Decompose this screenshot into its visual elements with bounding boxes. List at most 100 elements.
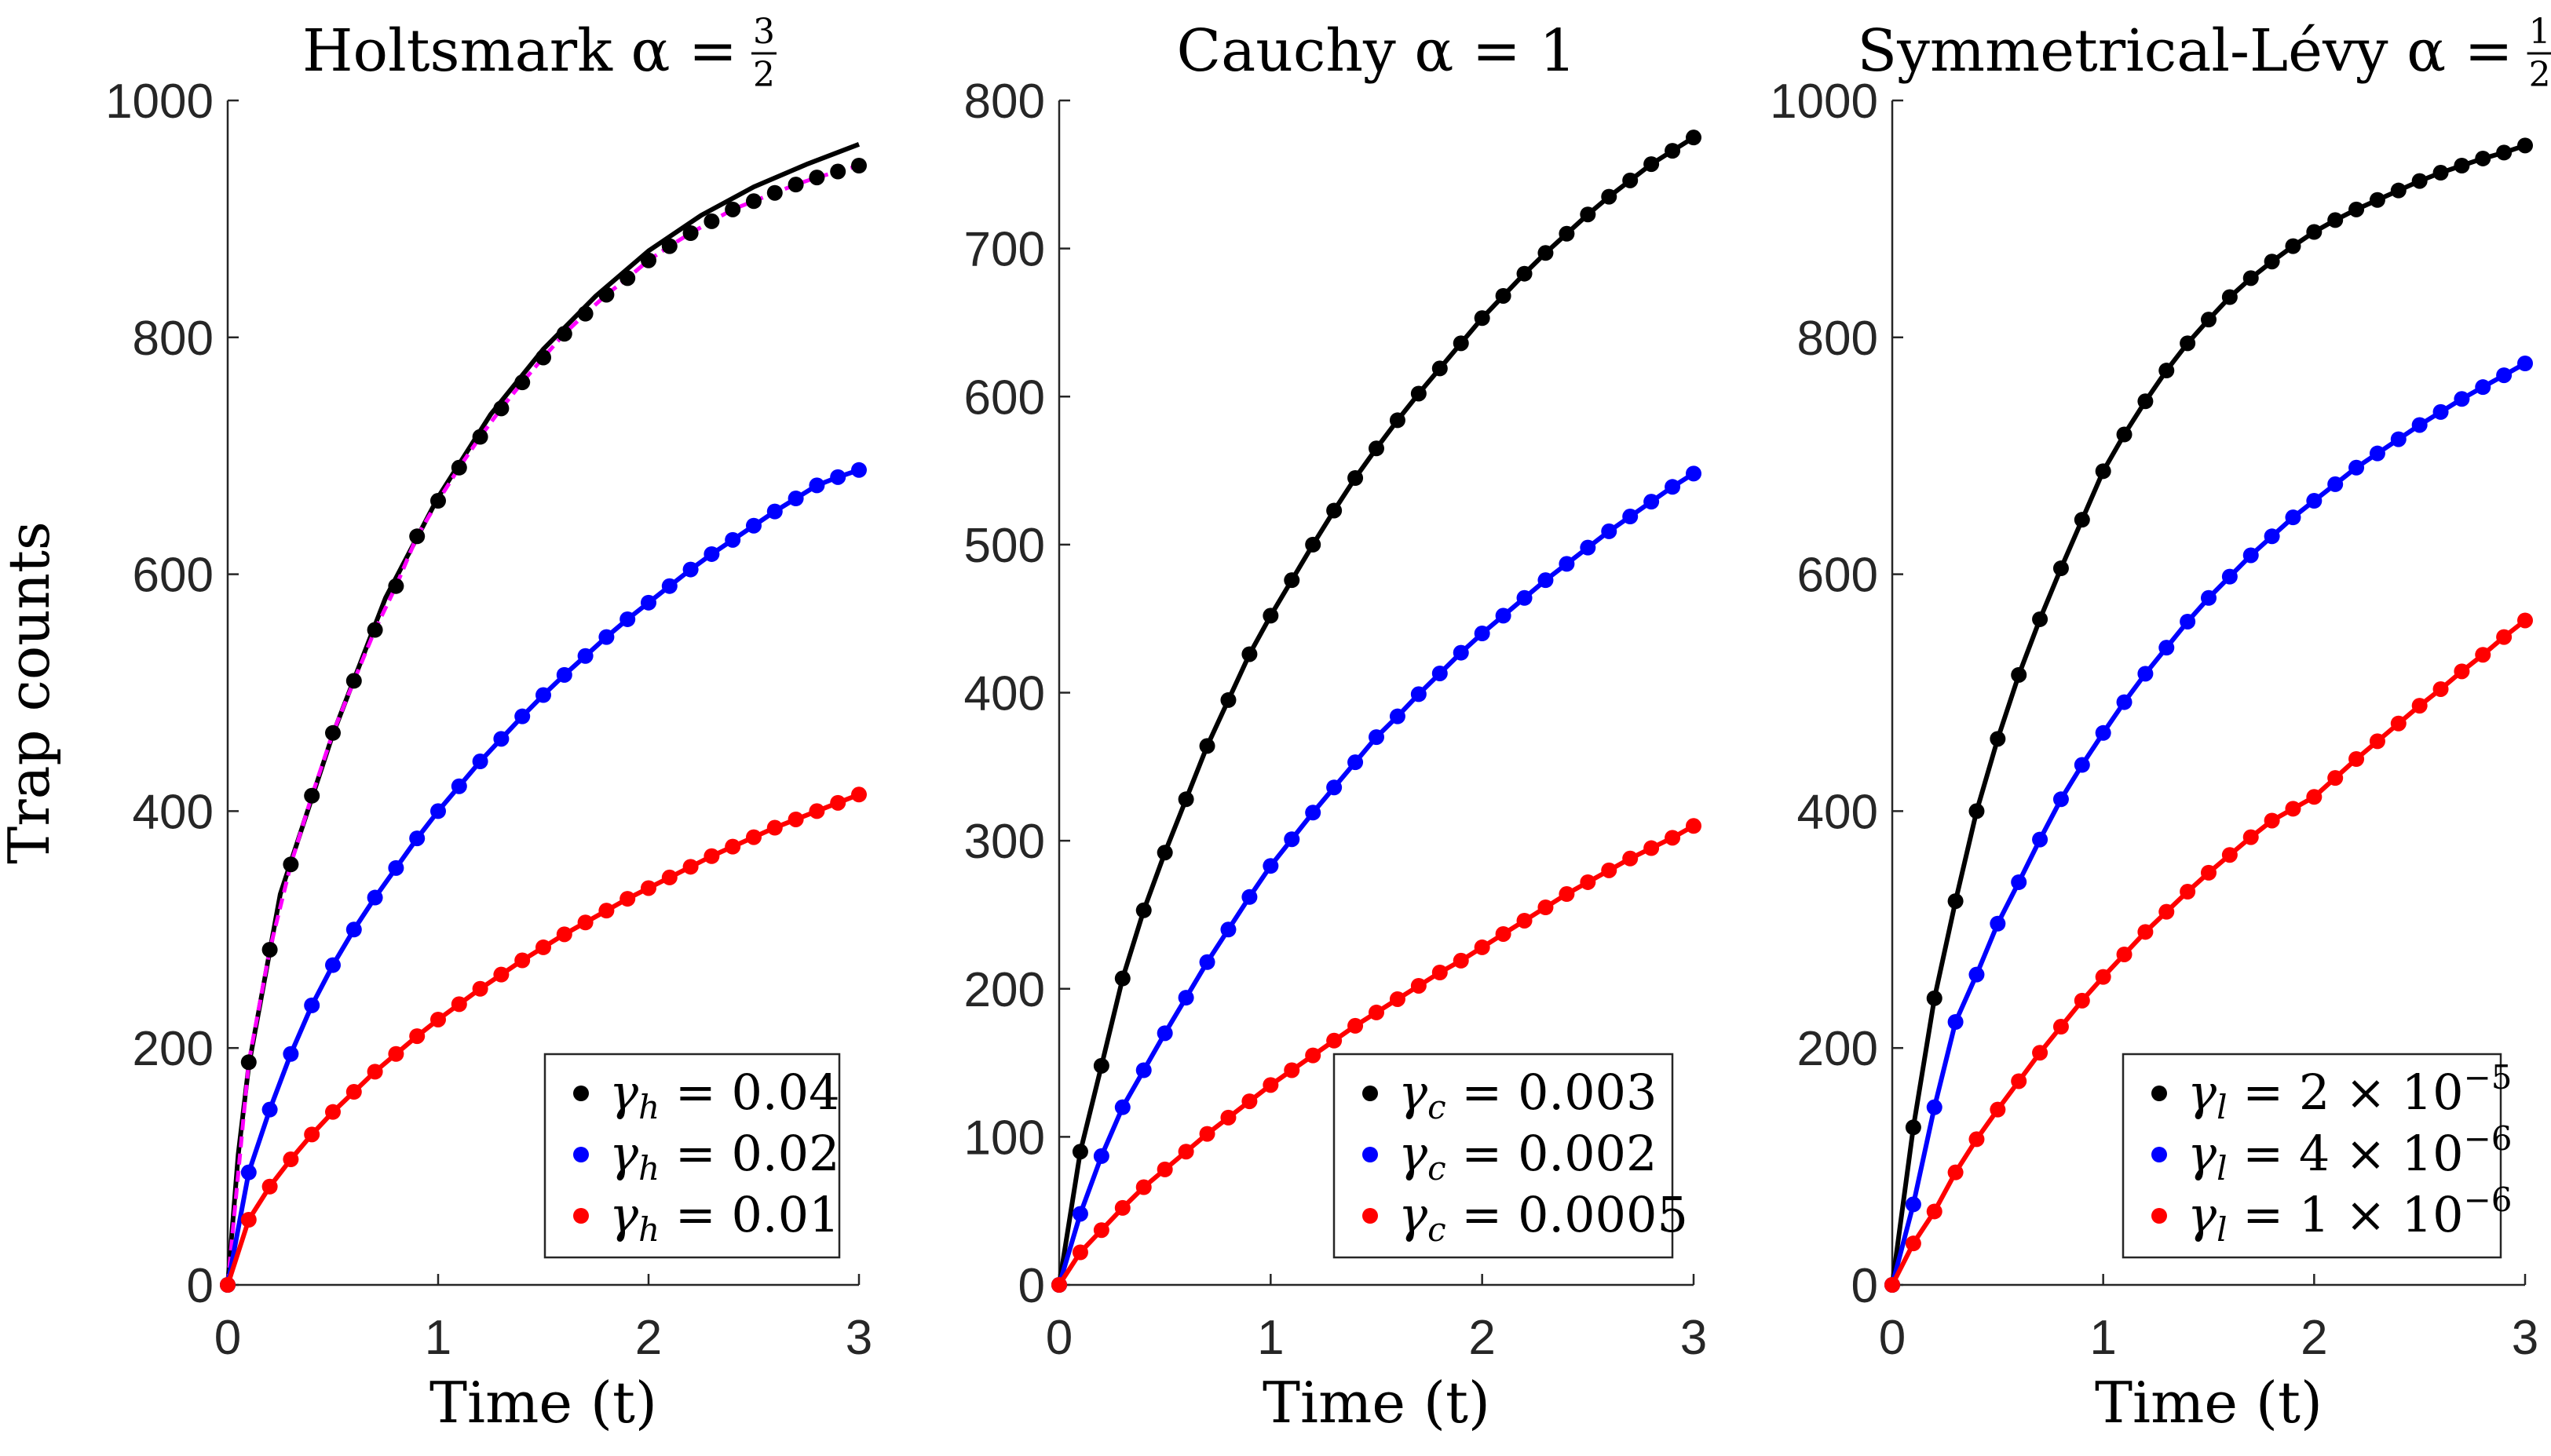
y-tick-label: 800 [133,312,214,366]
title-fraction-numerator: 3 [753,12,775,52]
chart-title: Holtsmark α = [302,17,737,85]
data-point [283,1045,299,1062]
data-point [1284,831,1300,848]
data-point [1431,965,1448,981]
legend-subscript: l [2217,1088,2227,1126]
data-point [345,921,362,938]
panel-2: 0 1 2 3 0 100 200 300 400 500 600 700 800 Cauchy α = … [964,17,1708,1436]
data-point [240,1054,257,1071]
data-point [2306,493,2323,509]
data-point [1157,1161,1173,1177]
legend-subscript: c [1427,1088,1446,1126]
legend-subscript: h [638,1210,660,1249]
data-point [1580,206,1596,223]
data-point [1495,925,1511,942]
data-point [1926,1099,1942,1115]
data-point [788,177,804,193]
data-point [2032,611,2048,627]
data-point [1643,156,1660,173]
data-point [2095,463,2111,480]
y-tick-label: 400 [964,667,1045,721]
series-0.04 [220,142,867,1293]
x-tick-label: 3 [1680,1311,1707,1365]
legend-item: γl = 1 × 10−6 [2151,1180,2513,1249]
data-point [1516,912,1533,929]
legend-box [543,1053,841,1259]
legend-symbol: γ [609,1064,639,1121]
data-point [682,225,699,242]
data-point [2242,547,2259,564]
data-point [304,787,320,804]
data-point [1431,665,1448,681]
legend-subscript: c [1427,1149,1446,1188]
series-0.02 [220,462,867,1293]
y-tick-label: 0 [1851,1259,1878,1313]
data-point [2201,312,2217,328]
data-point [2201,864,2217,881]
data-point [2390,715,2407,732]
legend-label: γl = 4 × 10−6 [2187,1119,2513,1188]
y-tick-label: 0 [1018,1259,1045,1313]
series-0.003 [1051,130,1701,1293]
legend-subscript: h [638,1088,660,1126]
data-point [1072,1144,1088,1160]
data-point [1643,840,1660,856]
data-point [1905,1235,1921,1252]
data-point [2285,801,2301,817]
data-point [2432,165,2449,181]
data-point [304,1126,320,1143]
legend-item: γh = 0.01 [573,1186,840,1249]
data-point [2327,476,2344,492]
data-point [2496,144,2513,161]
data-point [1051,1277,1067,1293]
data-point [2306,224,2323,240]
data-point [283,1151,299,1168]
data-point [1453,644,1469,661]
data-point [325,1104,341,1120]
data-point [1686,130,1701,146]
data-point [2496,629,2513,645]
data-point [830,163,846,180]
legend-marker [573,1208,589,1224]
x-tick-label: 1 [1257,1311,1284,1365]
series-4e-6 [1884,355,2533,1293]
x-tick-label: 3 [2512,1311,2538,1365]
legend-item: γc = 0.0005 [1362,1186,1688,1249]
data-point [830,794,846,811]
legend-label: γc = 0.002 [1398,1125,1657,1188]
legend-item: γh = 0.02 [573,1125,840,1188]
data-point [2285,509,2301,526]
data-point [367,622,383,638]
data-point [2116,694,2133,710]
data-point [577,305,594,322]
data-point [2411,698,2428,714]
data-point [220,1277,236,1293]
data-point [1516,589,1533,606]
data-point [2432,403,2449,420]
data-point [2348,751,2365,768]
data-point [1537,245,1554,261]
data-point [261,1178,278,1195]
data-point [1178,990,1194,1006]
data-point [1947,893,1964,910]
x-tick-label: 1 [425,1311,451,1365]
data-point [2158,640,2175,656]
legend-value: = 0.0005 [1446,1186,1688,1243]
data-point [409,1028,426,1045]
data-point [598,629,615,645]
data-point [1926,1203,1942,1220]
data-point [451,459,467,476]
data-point [388,859,404,876]
data-point [1114,1199,1131,1216]
legend-value: = 0.01 [660,1186,839,1243]
data-point [1410,977,1427,994]
data-point [2327,212,2344,228]
data-point [641,880,656,896]
data-point [1220,1109,1237,1126]
data-point [1347,754,1364,771]
legend-subscript: h [638,1149,660,1188]
data-point [1410,686,1427,702]
data-point [788,491,804,507]
series-2e-5 [1884,137,2533,1293]
data-point [2411,173,2428,189]
